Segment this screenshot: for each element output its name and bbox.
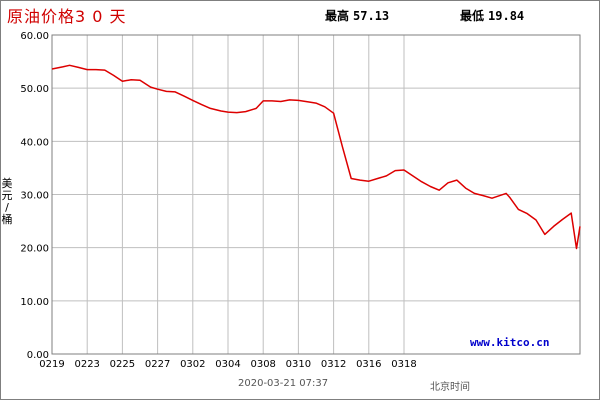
low-label: 最低	[460, 9, 485, 23]
y-ticks: 0.00 10.00 20.00 30.00 40.00 50.00 60.00	[20, 31, 49, 361]
y-axis-label-char: 元	[1, 189, 13, 202]
x-tick-label: 0223	[74, 359, 99, 370]
x-tick-label: 0225	[110, 359, 135, 370]
plot-border	[51, 34, 581, 355]
update-timestamp: 2020-03-21 07:37	[238, 378, 329, 389]
x-tick-label: 0316	[356, 359, 381, 370]
y-tick-label: 10.00	[20, 297, 49, 308]
x-tick-label: 0318	[391, 359, 416, 370]
timezone-label: 北京时间	[430, 382, 470, 393]
chart-title: 原油价格3 0 天	[7, 7, 127, 26]
x-tick-label: 0219	[39, 359, 64, 370]
x-ticks: 0219 0223 0225 0227 0302 0304 0308 0310 0312 0316…	[39, 359, 416, 370]
high-value: 57.13	[353, 9, 390, 23]
x-tick-label: 0312	[321, 359, 346, 370]
low-value: 19.84	[488, 9, 525, 23]
y-axis-label: 美元 / 桶	[1, 178, 13, 226]
y-tick-label: 50.00	[20, 84, 49, 95]
x-tick-label: 0227	[145, 359, 170, 370]
high-label: 最高	[325, 9, 350, 23]
y-tick-label: 0.00	[27, 350, 49, 361]
y-axis-label-char: /	[5, 201, 9, 214]
y-tick-label: 60.00	[20, 31, 49, 42]
high-stat: 最高 57.13	[325, 7, 389, 24]
x-tick-label: 0304	[215, 359, 240, 370]
x-tick-label: 0310	[286, 359, 311, 370]
y-tick-label: 20.00	[20, 244, 49, 255]
x-tick-label: 0308	[250, 359, 275, 370]
y-tick-label: 30.00	[20, 191, 49, 202]
y-axis-label-char: 美	[1, 177, 13, 190]
y-tick-label: 40.00	[20, 137, 49, 148]
x-tick-label: 0302	[180, 359, 205, 370]
y-axis-label-char: 桶	[1, 213, 13, 226]
source-watermark: www.kitco.cn	[470, 336, 550, 349]
series-group	[51, 64, 581, 250]
price-line	[51, 64, 581, 250]
low-stat: 最低 19.84	[460, 7, 524, 24]
